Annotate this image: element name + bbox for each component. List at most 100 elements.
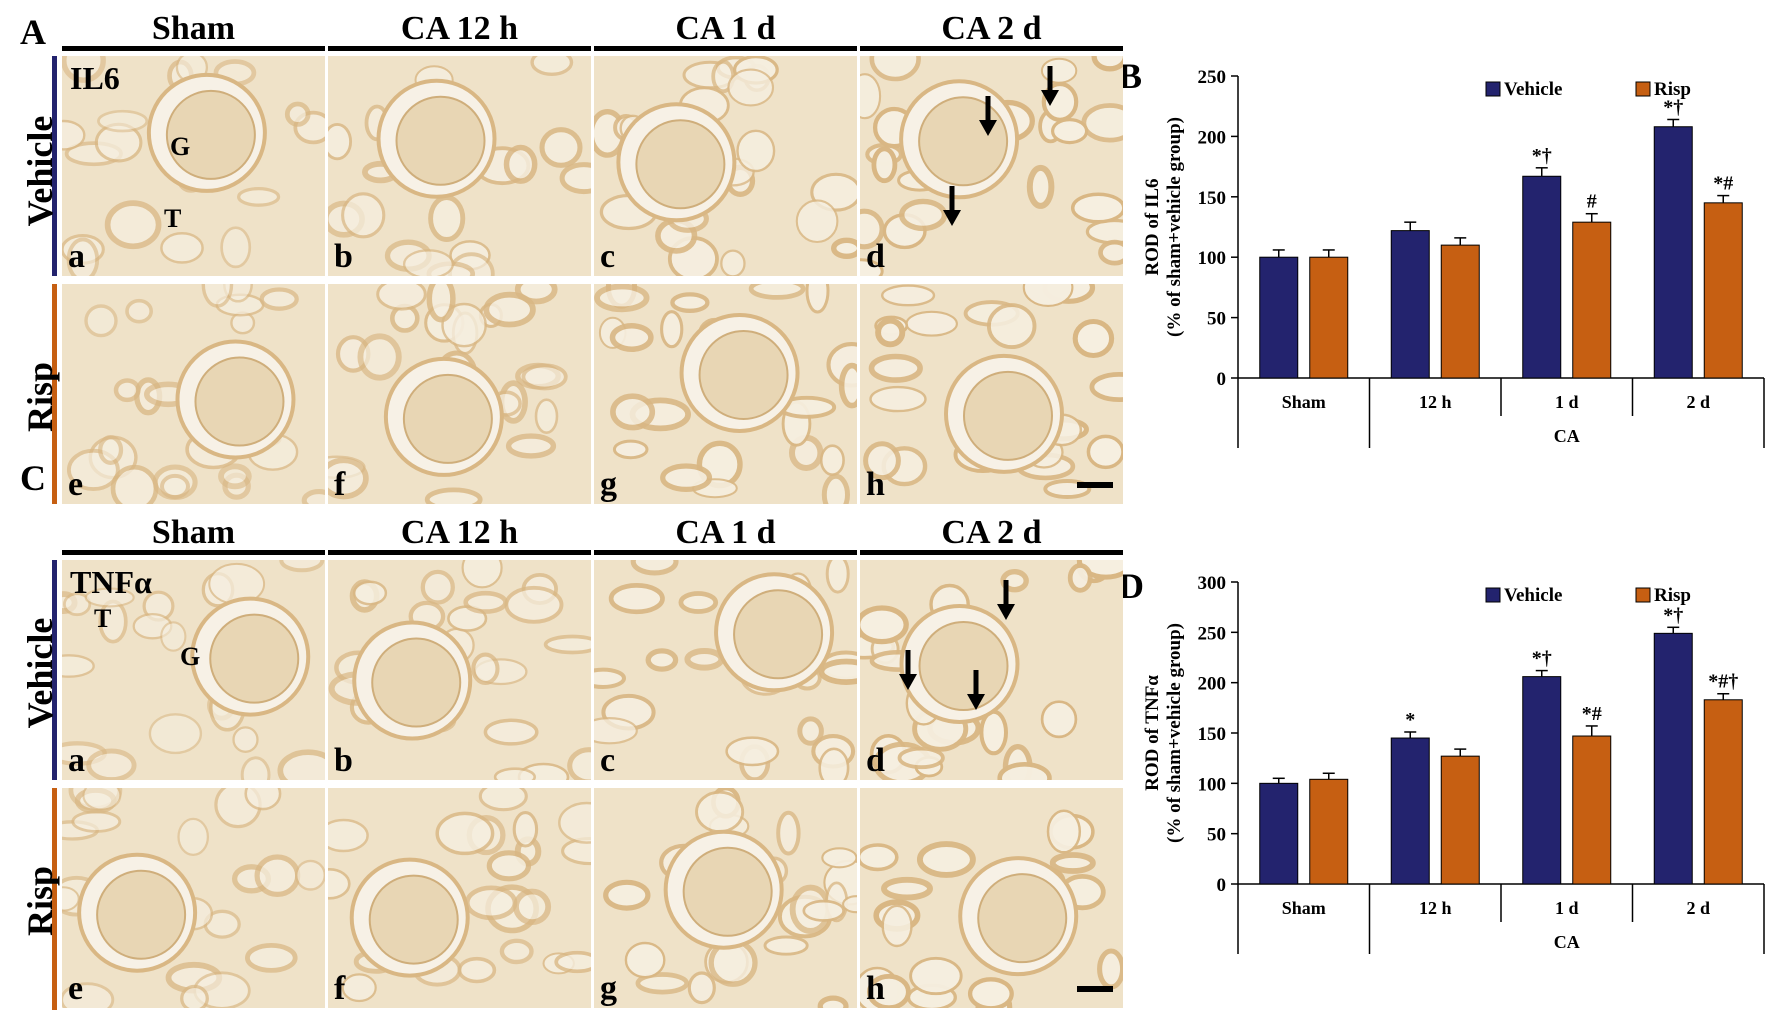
column-rule: [594, 46, 857, 51]
chart-d-tnfa: 0 50 100 150 200 250 300 ROD of TNFα (% of sham+…: [1130, 566, 1776, 1016]
tile-letter: g: [600, 970, 617, 1007]
x-tick-label: 12 h: [1419, 898, 1452, 918]
x-tick-label: 1 d: [1555, 898, 1579, 918]
y-tick-label: 50: [1207, 825, 1226, 846]
column-rule: [62, 46, 325, 51]
micrograph-tile: a TNFα T G: [62, 560, 325, 780]
legend-swatch: [1485, 81, 1501, 97]
micrograph-tile: b: [328, 56, 591, 276]
x-tick-label: Sham: [1282, 898, 1326, 918]
micrograph-tile: d: [860, 560, 1123, 780]
tile-letter: f: [334, 466, 346, 503]
legend-label: Vehicle: [1504, 79, 1562, 100]
bar-vehicle: [1522, 175, 1562, 379]
x-tick-label: 12 h: [1419, 392, 1452, 412]
tile-letter: a: [68, 742, 85, 779]
column-rule: [594, 550, 857, 555]
y-tick-label: 150: [1198, 188, 1227, 209]
micrograph-tile: c: [594, 56, 857, 276]
y-tick-label: 200: [1198, 127, 1227, 148]
micrograph-tile: h: [860, 284, 1123, 504]
micrograph-tile: a IL6 G T: [62, 56, 325, 276]
bar-vehicle: [1653, 632, 1693, 885]
y-tick-label: 150: [1198, 724, 1227, 745]
tile-letter: h: [866, 970, 885, 1007]
legend-label: Risp: [1654, 585, 1691, 606]
y-axis-label: ROD of TNFα: [1142, 675, 1163, 791]
bar-risp: [1572, 221, 1612, 379]
tile-letter: h: [866, 466, 885, 503]
structure-marker: T: [94, 604, 112, 633]
legend-swatch: [1635, 587, 1651, 603]
row-rule-risp: [52, 788, 57, 1010]
significance-label: *†: [1663, 96, 1683, 118]
tile-letter: c: [600, 742, 616, 779]
significance-label: *†: [1663, 604, 1683, 626]
micrograph-tile: c: [594, 560, 857, 780]
micrograph-tile: d: [860, 56, 1123, 276]
column-rule: [62, 550, 325, 555]
significance-label: #: [1587, 191, 1597, 213]
bar-risp: [1309, 778, 1349, 885]
row-label-risp: Risp: [20, 865, 60, 937]
bar-vehicle: [1653, 126, 1693, 379]
structure-marker: G: [170, 132, 191, 161]
stain-label: TNFα: [70, 564, 152, 600]
column-header: CA 1 d: [675, 10, 776, 47]
y-tick-label: 50: [1207, 309, 1226, 330]
legend-label: Risp: [1654, 79, 1691, 100]
arrow-down-icon: [899, 650, 917, 690]
micrograph-tile: e: [62, 284, 325, 504]
bar-risp: [1572, 735, 1612, 885]
micrograph-tile: f: [328, 284, 591, 504]
tile-letter: b: [334, 742, 353, 779]
micrograph-tile: f: [328, 788, 591, 1008]
row-rule-vehicle: [52, 56, 57, 276]
bar-vehicle: [1259, 256, 1299, 379]
column-rule: [860, 550, 1123, 555]
panel-label-a: A: [20, 12, 46, 52]
tile-letter: d: [866, 742, 885, 779]
tile-letter: d: [866, 238, 885, 275]
row-label-vehicle: Vehicle: [20, 115, 60, 227]
bar-risp: [1440, 755, 1480, 885]
bar-risp: [1309, 256, 1349, 379]
arrow-down-icon: [943, 186, 961, 226]
y-tick-label: 100: [1198, 774, 1227, 795]
row-rule-vehicle: [52, 560, 57, 780]
y-axis-label: (% of sham+vehicle group): [1164, 117, 1185, 337]
bar-vehicle: [1522, 676, 1562, 885]
bar-vehicle: [1390, 230, 1430, 379]
x-tick-label: Sham: [1282, 392, 1326, 412]
tile-letter: e: [68, 466, 84, 503]
row-rule-risp: [52, 284, 57, 504]
tile-letter: f: [334, 970, 346, 1007]
micrograph-tile: b: [328, 560, 591, 780]
significance-label: *#: [1582, 703, 1602, 725]
y-tick-label: 100: [1198, 248, 1227, 269]
micrograph-tile: e: [62, 788, 325, 1008]
column-rule: [860, 46, 1123, 51]
column-header: CA 1 d: [675, 514, 776, 551]
y-tick-label: 250: [1198, 67, 1227, 88]
x-tick-label: 2 d: [1686, 898, 1710, 918]
legend-swatch: [1635, 81, 1651, 97]
tile-letter: a: [68, 238, 85, 275]
structure-marker: G: [180, 642, 201, 671]
micrograph-tile: g: [594, 788, 857, 1008]
tile-letter: c: [600, 238, 616, 275]
arrow-down-icon: [979, 96, 997, 136]
significance-label: *†: [1532, 648, 1552, 670]
micrograph-tile: h: [860, 788, 1123, 1008]
bar-vehicle: [1390, 737, 1430, 885]
x-tick-label: 2 d: [1686, 392, 1710, 412]
tile-letter: g: [600, 466, 617, 503]
legend-label: Vehicle: [1504, 585, 1562, 606]
panel-label-c: C: [20, 458, 46, 498]
arrow-down-icon: [1041, 66, 1059, 106]
arrow-down-icon: [967, 670, 985, 710]
column-header: CA 12 h: [400, 10, 519, 47]
column-rule: [328, 550, 591, 555]
legend-swatch: [1485, 587, 1501, 603]
y-tick-label: 200: [1198, 674, 1227, 695]
